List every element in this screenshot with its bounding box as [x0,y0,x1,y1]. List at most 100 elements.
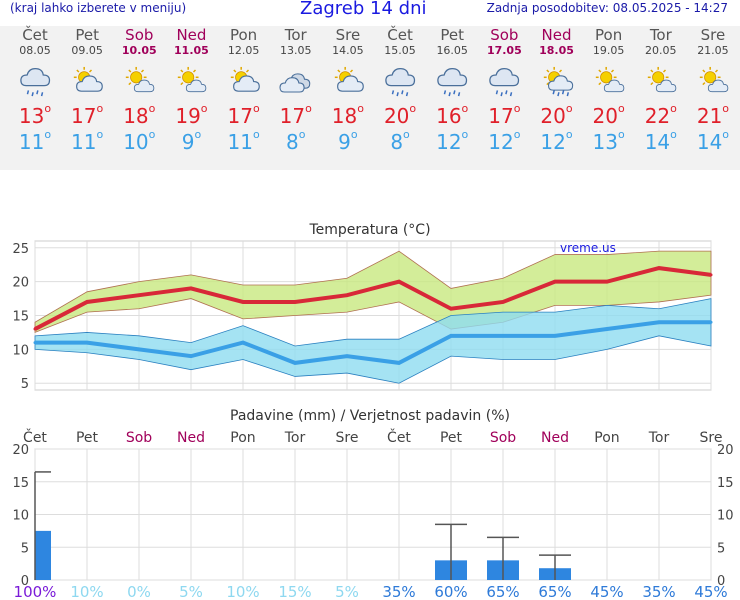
day-date: 16.05 [436,44,468,57]
sun-small-cloud-icon [595,66,624,93]
max-temperature-point [553,280,557,284]
x-tick-label: Čet [23,428,47,446]
min-temperature-point [137,347,141,351]
day-name: Sre [700,26,726,44]
x-tick-label: Čet [387,428,411,446]
max-temperature: 17o [488,102,521,128]
max-temperature-point [137,293,141,297]
max-temperature: 13o [18,102,52,128]
day-date: 11.05 [174,44,209,57]
precipitation-probability: 45% [694,583,727,600]
max-temperature: 18o [123,102,156,128]
sun-cloud-icon [230,66,260,92]
max-temperature-point [709,273,713,277]
x-tick-label: Pon [594,430,619,446]
location-menu-hint[interactable]: (kraj lahko izberete v meniju) [10,1,187,15]
precipitation-probability: 10% [70,583,103,600]
day-date: 17.05 [486,44,522,57]
min-temperature-point [709,320,713,324]
y-tick-label-right: 15 [717,476,734,491]
max-temperature: 19o [175,102,208,128]
precipitation-probability: 10% [226,583,259,600]
min-temperature-point [605,327,609,331]
day-column: Ned 18.05 20o 12o [531,26,583,156]
min-temperature: 9o [338,128,358,154]
day-name: Ned [176,26,207,44]
min-temperature-point [397,361,401,365]
day-date: 15.05 [384,44,416,57]
sun-cloud-icon [334,66,364,92]
max-temperature-point [241,300,245,304]
day-date: 21.05 [697,44,729,57]
x-tick-label: Tor [284,430,306,446]
max-temperature-line [34,266,712,331]
day-column: Pet 16.05 16o 12o [426,26,478,156]
day-column: Sob 10.05 18o 10o [113,26,165,156]
sun-small-cloud-icon [126,66,155,93]
min-temperature-point [345,354,349,358]
max-temperature-point [189,286,193,290]
min-temperature: 12o [540,128,573,154]
x-tick-label: Sre [700,430,723,446]
max-temperature: 17o [279,102,312,128]
precipitation-probability: 65% [486,583,519,600]
day-date: 14.05 [332,44,364,57]
max-temperature-point [449,307,453,311]
precipitation-probability: 15% [278,583,311,600]
min-temperature-point [449,334,453,338]
y-tick-label-left: 0 [21,574,29,589]
max-temperature-point [33,327,37,331]
x-tick-label: Tor [648,430,670,446]
day-name: Sre [335,26,361,44]
day-name: Pet [75,26,99,44]
precipitation-probability: 65% [538,583,571,600]
max-temperature-point [605,280,609,284]
day-column: Čet 15.05 20o 8o [374,26,426,156]
min-temperature-point [241,341,245,345]
day-name: Čet [387,26,413,44]
max-temperature: 22o [644,102,677,128]
day-column: Tor 20.05 22o 14o [635,26,687,156]
day-date: 12.05 [227,44,260,57]
top-bar: (kraj lahko izberete v meniju) Zagreb 14… [0,0,740,22]
min-temperature-line [35,320,711,365]
y-tick-label-right: 5 [717,541,725,556]
temperature-chart-title: Temperatura (°C) [308,222,430,238]
day-column: Tor 13.05 17o 8o [270,26,322,156]
min-temperature-point [293,361,297,365]
min-temperature: 12o [488,128,521,154]
max-temperature: 17o [227,102,260,128]
day-column: Pon 19.05 20o 13o [583,26,635,156]
x-tick-label: Sob [490,430,516,446]
y-tick-label-right: 20 [717,443,734,458]
max-temperature-point [293,300,297,304]
sun-cloud-icon [73,66,103,92]
max-temperature: 16o [436,102,469,128]
min-temperature: 11o [227,128,260,154]
min-temperature-point [189,354,193,358]
y-tick-label: 5 [21,377,29,392]
precipitation-probability: 5% [179,583,203,600]
sun-small-cloud-icon [178,66,207,93]
day-name: Sob [490,26,519,44]
day-name: Ned [541,26,572,44]
rain-cloud-icon [489,68,520,97]
max-temperature-point [85,300,89,304]
day-date: 09.05 [71,44,103,57]
x-tick-label: Pet [440,430,463,446]
min-temperature: 8o [390,128,410,154]
precipitation-probability: 0% [127,583,151,600]
day-date: 18.05 [539,44,574,57]
max-temperature: 20o [540,102,573,128]
y-tick-label-left: 10 [12,509,29,524]
day-name: Sob [125,26,154,44]
min-temperature-point [553,334,557,338]
x-tick-label: Pet [76,430,99,446]
day-date: 19.05 [592,44,625,57]
max-temperature: 21o [696,102,730,128]
min-temperature-point [501,334,505,338]
x-tick-label: Ned [177,430,205,446]
min-temperature: 11o [18,128,52,154]
y-tick-label-left: 15 [12,476,29,491]
y-tick-label-right: 0 [717,574,725,589]
